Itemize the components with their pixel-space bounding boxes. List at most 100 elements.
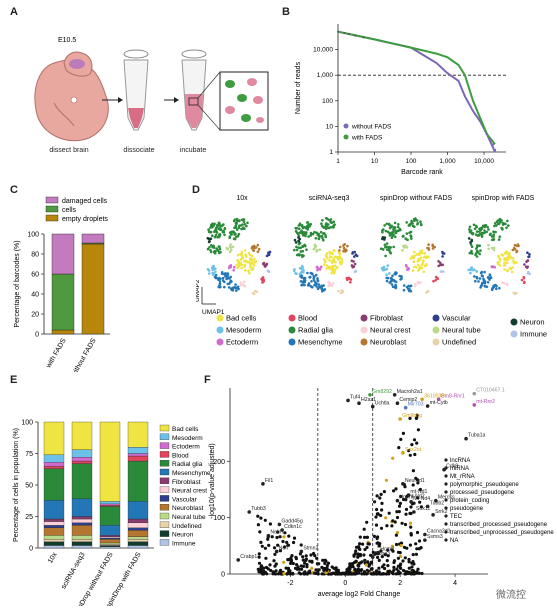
gene-point bbox=[315, 562, 319, 566]
gene-point bbox=[408, 511, 412, 515]
legend-dot-10 bbox=[216, 338, 224, 346]
umap-point bbox=[314, 273, 318, 277]
gene-point bbox=[394, 533, 398, 537]
umap-point bbox=[475, 247, 478, 250]
legend-swatch-7 bbox=[159, 486, 170, 493]
gene-point bbox=[297, 571, 301, 575]
umap-point bbox=[208, 230, 212, 234]
gene-point bbox=[419, 546, 423, 550]
umap-point bbox=[237, 226, 241, 229]
umap-point bbox=[426, 290, 430, 293]
gene-point bbox=[289, 556, 293, 560]
gene-point bbox=[414, 552, 418, 556]
umap-point bbox=[295, 226, 299, 230]
bar-2-12 bbox=[99, 501, 121, 505]
legend-label-1: miRNA bbox=[450, 466, 469, 472]
umap-point bbox=[306, 224, 309, 228]
umap-point bbox=[298, 241, 302, 245]
gene-point bbox=[413, 571, 417, 575]
umap-point bbox=[482, 224, 485, 228]
umap-point bbox=[333, 264, 337, 268]
umap-point bbox=[216, 235, 219, 239]
gene-point bbox=[294, 555, 298, 559]
gene-point bbox=[356, 555, 360, 559]
umap-point bbox=[475, 275, 479, 279]
umap-point bbox=[333, 260, 337, 264]
umap-point bbox=[318, 268, 322, 271]
umap-point bbox=[422, 270, 426, 274]
umap-point bbox=[483, 229, 486, 232]
x-tick-label: 1,000 bbox=[439, 158, 456, 165]
umap-point bbox=[469, 243, 473, 246]
gene-point bbox=[358, 542, 362, 546]
gene-point bbox=[281, 539, 285, 544]
umap-point bbox=[418, 258, 421, 261]
umap-point bbox=[297, 224, 301, 227]
gene-point bbox=[420, 571, 424, 576]
gene-point bbox=[399, 437, 403, 441]
umap-point bbox=[243, 265, 246, 268]
top-point bbox=[362, 36, 365, 39]
umap-point bbox=[399, 228, 402, 232]
umap-point bbox=[492, 238, 495, 242]
umap-point bbox=[497, 222, 500, 225]
gene-point bbox=[321, 558, 325, 562]
gene-point bbox=[365, 520, 369, 524]
umap-point bbox=[505, 226, 508, 230]
labeled-gene-point bbox=[299, 549, 304, 554]
gene-point bbox=[259, 540, 263, 544]
umap-point bbox=[213, 251, 217, 255]
gene-point bbox=[257, 555, 261, 559]
umap-point bbox=[473, 275, 476, 278]
umap-point bbox=[299, 246, 302, 250]
gene-label-16: Neurod1 bbox=[405, 478, 425, 484]
umap-point bbox=[297, 240, 301, 243]
umap-point bbox=[514, 291, 517, 295]
umap-point bbox=[434, 275, 438, 279]
umap-point bbox=[507, 224, 510, 227]
umap-point bbox=[323, 263, 326, 266]
gene-point bbox=[379, 549, 383, 553]
y-tick-label: 0 bbox=[221, 572, 225, 579]
umap-point bbox=[250, 254, 254, 258]
umap-point bbox=[393, 221, 397, 225]
gene-point bbox=[399, 554, 403, 558]
umap-point bbox=[314, 281, 317, 284]
umap-point bbox=[468, 228, 471, 231]
tail-point bbox=[485, 132, 489, 136]
gene-point bbox=[339, 572, 343, 576]
y-tick-label: 200 bbox=[213, 459, 225, 466]
umap-point bbox=[210, 225, 213, 229]
umap-point bbox=[332, 220, 336, 224]
umap-point bbox=[298, 227, 301, 231]
gene-point bbox=[351, 572, 355, 576]
umap-point bbox=[230, 287, 233, 291]
umap-point bbox=[442, 270, 445, 273]
gene-point bbox=[287, 534, 291, 538]
tail-point bbox=[489, 138, 492, 141]
umap-point bbox=[239, 261, 242, 265]
umap-point bbox=[231, 245, 235, 249]
umap-point bbox=[311, 232, 315, 236]
gene-point bbox=[391, 519, 395, 523]
gene-point bbox=[358, 535, 362, 539]
gene-point bbox=[271, 570, 275, 574]
gene-point bbox=[415, 413, 419, 417]
umap-point bbox=[235, 222, 238, 225]
gene-point bbox=[354, 549, 358, 553]
umap-point bbox=[431, 247, 435, 250]
legend-dot-6 bbox=[444, 506, 448, 510]
umap-point bbox=[383, 224, 386, 227]
umap-point bbox=[420, 266, 424, 270]
gene-point bbox=[385, 559, 389, 563]
gene-label-31: Ssms3 bbox=[427, 534, 443, 540]
gene-label-1: Macroh2a1 bbox=[397, 389, 423, 395]
gene-point bbox=[408, 453, 412, 457]
labeled-gene-point bbox=[436, 397, 441, 402]
umap-point bbox=[207, 228, 210, 231]
gene-point bbox=[274, 569, 278, 573]
umap-point bbox=[503, 263, 507, 267]
umap-point bbox=[431, 243, 434, 247]
gene-point bbox=[282, 560, 286, 564]
umap-point bbox=[333, 271, 336, 275]
